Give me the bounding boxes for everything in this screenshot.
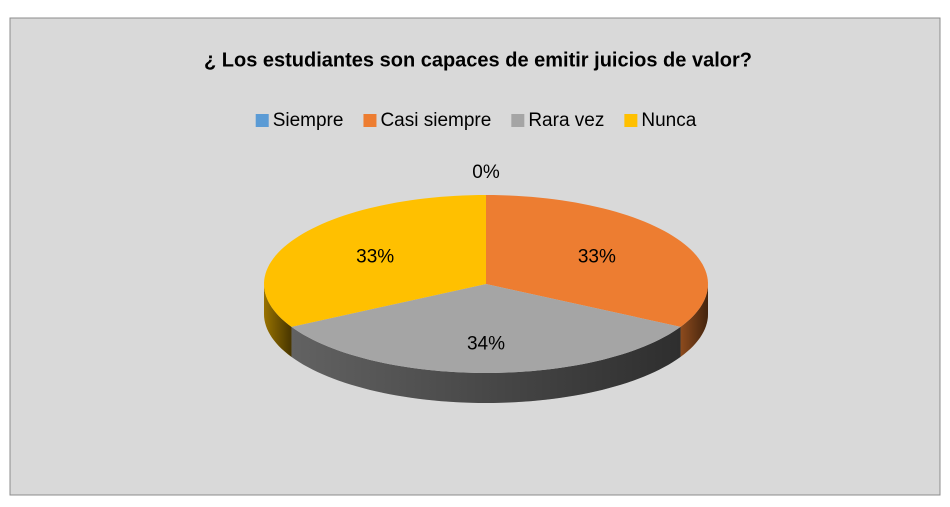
legend-label: Casi siempre xyxy=(380,110,491,131)
pie-side-shade xyxy=(680,284,708,357)
legend-label: Nunca xyxy=(641,110,696,131)
pie: 0% 33% 34% 33% xyxy=(264,162,708,403)
legend-swatch xyxy=(511,114,525,127)
legend-swatch xyxy=(363,114,377,127)
legend-label: Siempre xyxy=(273,110,344,131)
legend-swatch xyxy=(255,114,269,127)
legend-swatch xyxy=(624,114,638,127)
pie-slice xyxy=(486,195,708,327)
legend-label: Rara vez xyxy=(528,110,604,131)
pie-slice xyxy=(291,284,681,373)
pie-side-shade xyxy=(264,284,292,357)
chart-title: ¿ Los estudiantes son capaces de emitir … xyxy=(204,49,752,71)
data-label: 33% xyxy=(578,247,616,268)
pie-slice xyxy=(264,195,486,327)
data-label: 34% xyxy=(467,334,505,355)
data-label: 33% xyxy=(356,247,394,268)
data-label: 0% xyxy=(472,162,500,183)
legend: Siempre Casi siempre Rara vez Nunca xyxy=(255,110,697,131)
pie-side-shade xyxy=(291,326,681,403)
